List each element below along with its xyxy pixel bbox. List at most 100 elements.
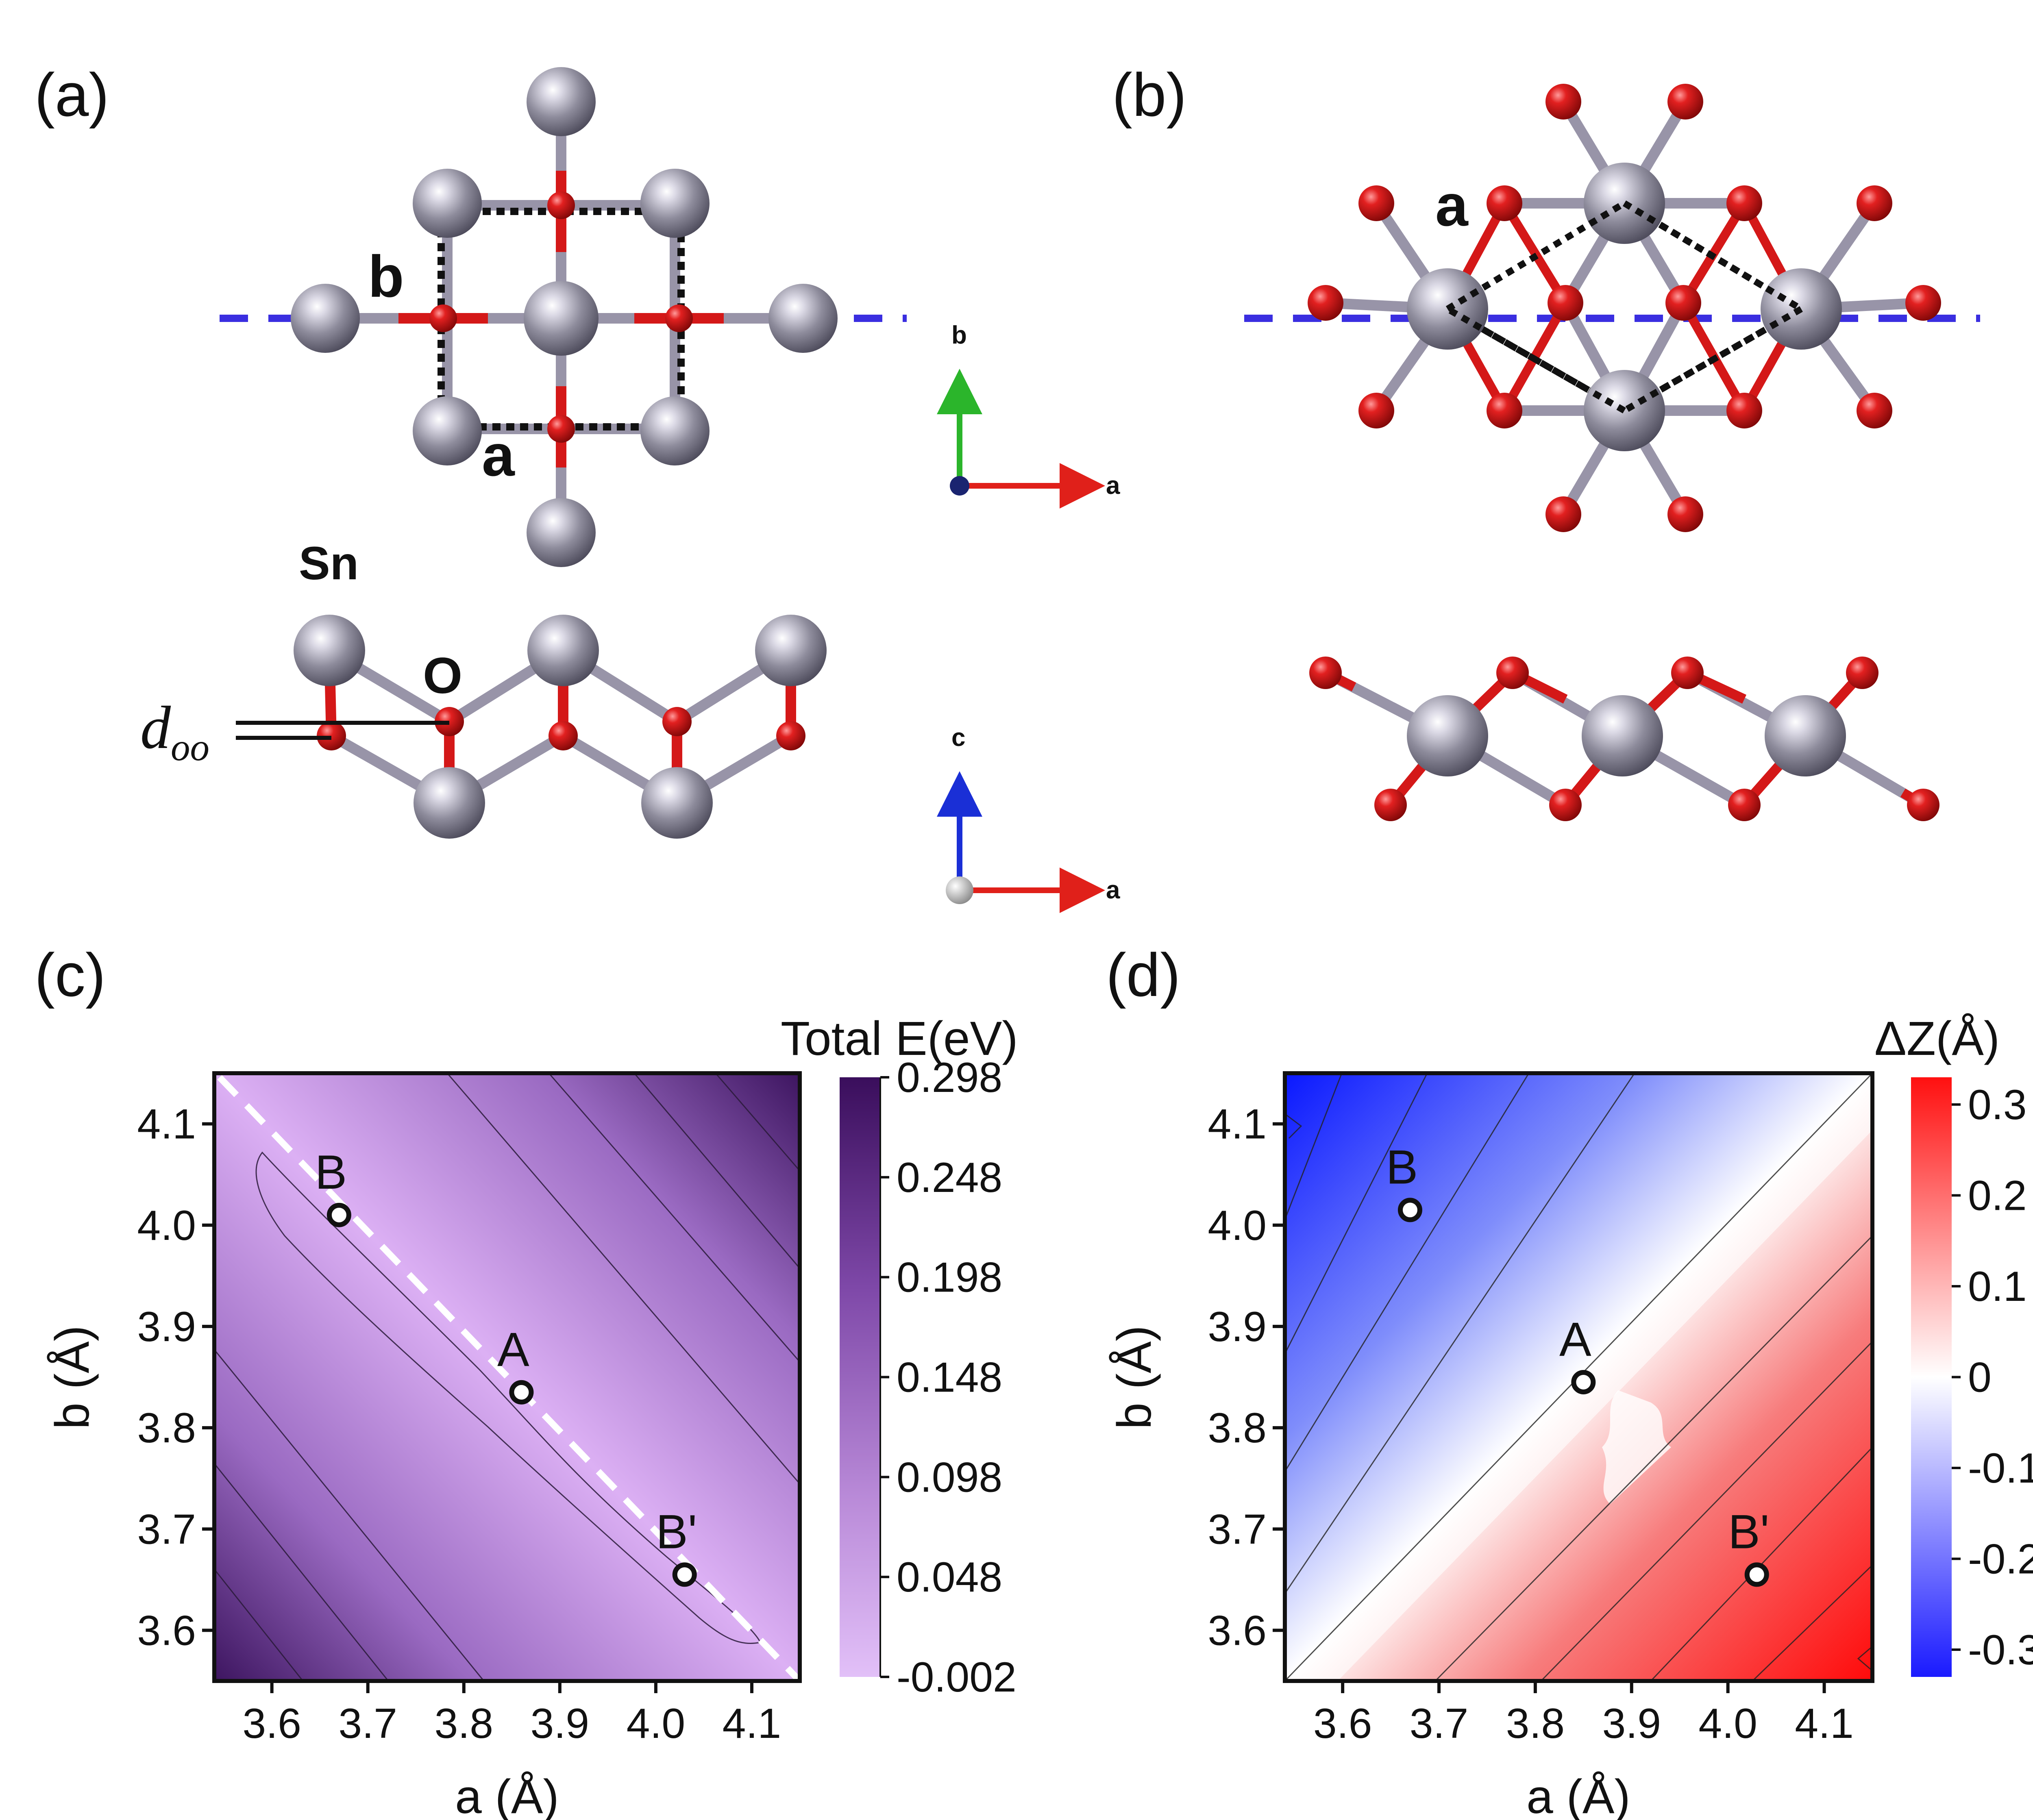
- sn-label: Sn: [299, 537, 359, 589]
- colorbar-tick-label: 0.098: [897, 1454, 1002, 1501]
- o-atom: [1728, 789, 1761, 821]
- colorbar-ticks: 0.3 0.2 0.1 0 -0.1 -0.2 -0.3: [1952, 1081, 2033, 1674]
- marked-points: B A B': [315, 1146, 697, 1587]
- o-atom: [1496, 657, 1529, 689]
- point-marker: [509, 1380, 534, 1405]
- point-marker: [1397, 1198, 1422, 1222]
- colorbar-tick-label: -0.3: [1968, 1626, 2033, 1674]
- colorbar-tick-label: -0.2: [1968, 1535, 2033, 1583]
- axis-label-c: c: [951, 724, 965, 752]
- x-tick-label: 3.8: [1506, 1700, 1565, 1747]
- x-tick-label: 4.1: [1795, 1700, 1854, 1747]
- x-tick-label: 3.6: [1313, 1700, 1372, 1747]
- o-atom: [1487, 185, 1522, 221]
- o-atom: [1846, 657, 1878, 689]
- plot-frame: [1283, 1071, 1874, 1683]
- o-atom: [1907, 789, 1939, 821]
- x-tick-label: 3.9: [531, 1700, 590, 1747]
- x-tick-label: 3.6: [242, 1700, 301, 1747]
- panel-c-label: (c): [35, 941, 106, 1009]
- colorbar-tick-label: 0.148: [897, 1354, 1002, 1401]
- colorbar-tick-label: 0.048: [897, 1554, 1002, 1601]
- x-tick-label: 4.0: [627, 1700, 686, 1747]
- x-tick-label: 3.7: [1410, 1700, 1469, 1747]
- y-tick-label: 4.0: [137, 1202, 196, 1249]
- axis-ticks: 3.6 3.7 3.8 3.9 4.0 4.1 3.6 3.7 3.8 3.9 4.0 4.1: [1208, 1101, 1853, 1747]
- colorbar-tick-label: 0.1: [1968, 1263, 2027, 1310]
- o-atom: [1665, 285, 1701, 321]
- axis-label-a: a: [1106, 876, 1120, 904]
- sn-atom: [414, 767, 485, 839]
- o-atom: [1726, 393, 1762, 428]
- sn-atom: [527, 498, 596, 567]
- colorbar-tick-label: -0.002: [897, 1654, 1016, 1701]
- axis-label-b: b: [951, 321, 967, 349]
- colorbar-tick-label: 0.3: [1968, 1081, 2027, 1129]
- y-tick-label: 3.9: [1208, 1303, 1267, 1350]
- o-atom: [1671, 657, 1704, 689]
- colorbar-tick-label: 0.298: [897, 1054, 1002, 1101]
- o-atom: [1309, 657, 1342, 689]
- colorbar-title: Total E(eV): [781, 1012, 1018, 1065]
- y-tick-label: 3.7: [1208, 1506, 1267, 1553]
- x-tick-label: 3.9: [1602, 1700, 1661, 1747]
- o-atom: [1548, 285, 1583, 321]
- x-axis-label: a (Å): [1526, 1770, 1630, 1820]
- o-atom: [549, 721, 578, 750]
- dashed-diagonal: [217, 1075, 802, 1683]
- sn-atom: [527, 67, 596, 136]
- panel-d-label: (d): [1106, 941, 1180, 1009]
- sn-atom: [1765, 695, 1846, 776]
- colorbar-tick-label: 0.2: [1968, 1172, 2027, 1220]
- o-atom: [1905, 285, 1941, 321]
- x-tick-label: 3.7: [338, 1700, 397, 1747]
- point-marker: [326, 1202, 351, 1227]
- o-atom: [1545, 496, 1581, 532]
- sn-atom: [524, 281, 599, 356]
- y-axis-label: b (Å): [1108, 1325, 1161, 1429]
- colorbar-tick-label: 0.198: [897, 1254, 1002, 1301]
- panel-a-label: (a): [35, 61, 109, 129]
- colorbar-tick-label: 0.248: [897, 1154, 1002, 1201]
- o-atom: [1726, 185, 1762, 221]
- o-atom: [1667, 496, 1703, 532]
- o-atom: [429, 304, 457, 332]
- o-label: O: [423, 648, 462, 704]
- sn-atom: [294, 615, 365, 686]
- y-tick-label: 3.6: [137, 1607, 196, 1654]
- sn-atom: [291, 284, 360, 353]
- panel-a-side-view: Sn: [140, 537, 827, 839]
- sn-atom: [755, 615, 827, 686]
- panel-b-top-view: a: [1244, 84, 1980, 532]
- y-tick-label: 3.8: [137, 1405, 196, 1452]
- y-tick-label: 3.9: [137, 1303, 196, 1350]
- y-tick-label: 4.0: [1208, 1202, 1267, 1249]
- panel-b-label: (b): [1112, 61, 1186, 129]
- axis-label-a: a: [1106, 472, 1120, 500]
- sn-atom: [413, 169, 482, 238]
- sn-atom: [641, 767, 713, 839]
- point-marker: [1571, 1370, 1596, 1394]
- o-atom: [1549, 789, 1582, 821]
- sn-atom: [527, 615, 599, 686]
- panel-a-top-view: b a: [220, 67, 907, 567]
- x-tick-label: 4.0: [1698, 1700, 1757, 1747]
- y-tick-label: 3.6: [1208, 1607, 1267, 1654]
- point-label: B': [656, 1505, 697, 1559]
- plot-frame: [212, 1071, 802, 1683]
- sn-atom: [640, 169, 710, 238]
- lattice-a-label: a: [482, 422, 515, 488]
- unit-cell-outline: [1441, 199, 1808, 415]
- colorbar-title: ΔZ(Å): [1874, 1012, 2000, 1065]
- o-atom: [1308, 285, 1343, 321]
- o-atom: [1667, 84, 1703, 120]
- point-label: A: [497, 1323, 529, 1376]
- colorbar: [840, 1077, 880, 1677]
- o-atom: [665, 304, 693, 332]
- panel-b: (b): [1112, 61, 1980, 821]
- o-atom: [1857, 185, 1892, 221]
- sn-atom: [413, 396, 482, 465]
- panel-d: (d) 3.6 3.7 3.8 3.9 4.0 4.1 3.6 3.7 3.8 3.9 4.0 4.1…: [1106, 941, 2033, 1820]
- axes-triad-side: c a: [937, 724, 1120, 913]
- y-tick-label: 4.1: [137, 1101, 196, 1148]
